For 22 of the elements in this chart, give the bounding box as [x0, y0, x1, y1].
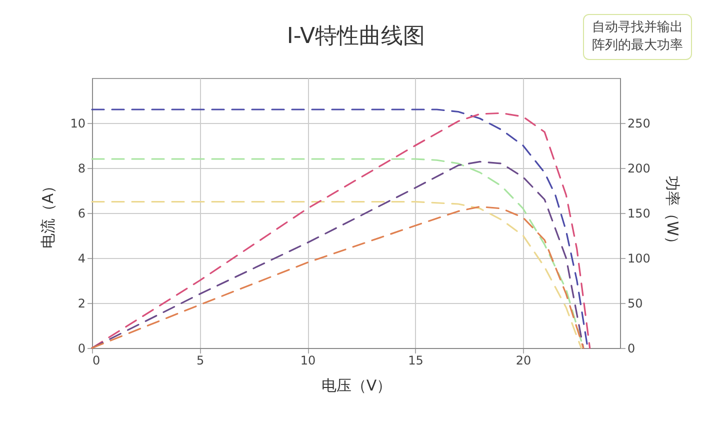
y2-axis-title: 功率（W） [663, 176, 682, 251]
y2-tick-label: 150 [628, 206, 650, 220]
x-tick-label: 5 [196, 354, 204, 368]
y-tick-label: 10 [70, 116, 86, 130]
y-tick-label: 6 [78, 206, 86, 220]
y-tick-label: 0 [78, 342, 86, 356]
y2-tick-label: 100 [628, 252, 650, 266]
y2-tick-label: 250 [628, 116, 650, 130]
x-tick-label: 15 [408, 354, 424, 368]
y-tick-label: 2 [78, 296, 86, 310]
x-tick-label: 10 [300, 354, 316, 368]
text: 自动寻找并输出阵列的最大功率 [583, 14, 692, 60]
y-axis-title: 电流（A） [39, 178, 58, 249]
y-tick-label: 4 [78, 252, 86, 266]
x-tick-label: 0 [92, 354, 100, 368]
y-tick-label: 8 [78, 162, 86, 176]
x-tick-label: 20 [516, 354, 532, 368]
y2-tick-label: 0 [628, 342, 636, 356]
chart-title: I-V特性曲线图 [286, 24, 426, 49]
y2-tick-label: 200 [628, 162, 650, 176]
y2-tick-label: 50 [628, 296, 643, 310]
x-axis-title: 电压（V） [321, 376, 392, 394]
